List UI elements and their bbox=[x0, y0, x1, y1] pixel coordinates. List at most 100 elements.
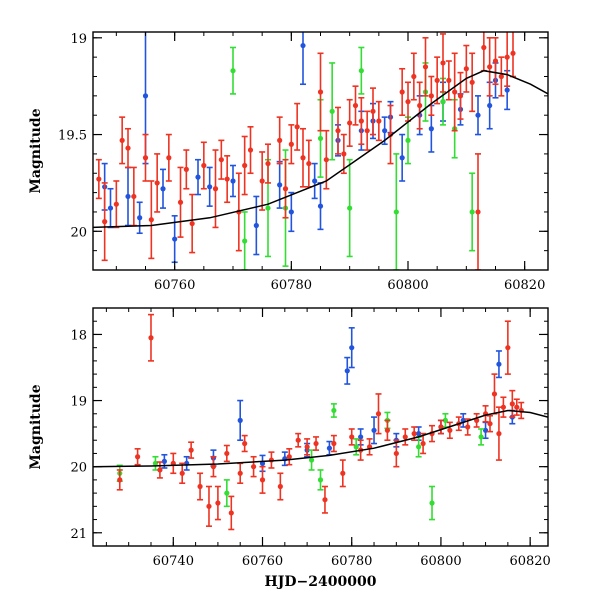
data-point bbox=[347, 120, 353, 126]
data-point bbox=[206, 503, 212, 509]
data-point bbox=[288, 141, 294, 147]
data-point bbox=[224, 490, 230, 496]
data-point bbox=[179, 470, 185, 476]
data-point bbox=[498, 73, 504, 80]
data-point bbox=[224, 450, 230, 457]
data-point bbox=[96, 176, 102, 182]
data-point bbox=[183, 166, 189, 172]
data-point bbox=[457, 93, 464, 99]
data-point bbox=[475, 112, 481, 118]
data-point bbox=[142, 93, 149, 99]
data-point bbox=[417, 102, 423, 109]
data-point bbox=[331, 440, 337, 447]
data-point bbox=[230, 68, 236, 74]
data-point bbox=[411, 73, 417, 80]
data-point bbox=[487, 102, 493, 109]
y-tick-label: 21 bbox=[70, 527, 87, 542]
data-point bbox=[440, 99, 446, 105]
data-point bbox=[152, 460, 159, 466]
data-point bbox=[242, 440, 248, 447]
data-point bbox=[197, 483, 203, 490]
data-point bbox=[253, 222, 259, 229]
data-point bbox=[195, 174, 201, 180]
data-point bbox=[422, 64, 429, 70]
data-point bbox=[312, 178, 318, 184]
data-point bbox=[237, 417, 243, 423]
data-point bbox=[237, 470, 243, 476]
data-point bbox=[148, 335, 154, 341]
model-curve bbox=[93, 409, 548, 468]
x-tick-label: 60780 bbox=[271, 278, 312, 293]
data-point bbox=[154, 180, 160, 186]
y-tick-label: 20 bbox=[70, 461, 87, 476]
series-1 bbox=[161, 327, 516, 473]
y-axis-title: Magnitude bbox=[28, 108, 44, 193]
data-point bbox=[286, 454, 292, 460]
data-point bbox=[510, 50, 516, 56]
model-curve bbox=[93, 69, 548, 229]
data-point bbox=[265, 160, 271, 167]
data-point bbox=[487, 64, 493, 70]
data-point bbox=[277, 137, 283, 143]
data-point bbox=[207, 184, 213, 190]
data-point bbox=[393, 209, 399, 215]
data-point bbox=[429, 500, 435, 506]
data-point bbox=[420, 440, 426, 447]
y-tick-label: 19.5 bbox=[58, 129, 87, 144]
data-point bbox=[364, 128, 370, 134]
x-tick-label: 60820 bbox=[504, 278, 545, 293]
data-point bbox=[215, 500, 221, 506]
data-point bbox=[259, 178, 265, 184]
data-point bbox=[463, 66, 469, 72]
data-point bbox=[344, 368, 350, 374]
data-point bbox=[370, 108, 376, 114]
data-point bbox=[509, 401, 515, 407]
data-point bbox=[329, 108, 335, 114]
data-point bbox=[135, 454, 141, 460]
data-point bbox=[514, 404, 520, 410]
data-point bbox=[242, 238, 248, 244]
data-point bbox=[393, 450, 399, 457]
data-point bbox=[313, 440, 319, 447]
data-point bbox=[371, 427, 377, 433]
data-point bbox=[352, 102, 359, 109]
data-point bbox=[399, 155, 405, 161]
data-point bbox=[375, 411, 382, 417]
data-point bbox=[376, 118, 382, 124]
data-point bbox=[452, 89, 458, 95]
y-tick-label: 20 bbox=[70, 225, 87, 240]
data-point bbox=[335, 128, 341, 134]
data-point bbox=[387, 131, 394, 138]
data-point bbox=[308, 457, 315, 463]
data-point bbox=[428, 126, 434, 132]
x-tick-label: 60760 bbox=[242, 554, 283, 569]
data-point bbox=[504, 87, 510, 93]
data-point bbox=[102, 219, 108, 225]
x-axis-title: HJD−2400000 bbox=[265, 574, 377, 590]
series-1 bbox=[101, 32, 511, 264]
data-point bbox=[277, 182, 283, 188]
data-point bbox=[306, 160, 312, 167]
data-point bbox=[353, 444, 359, 450]
data-point bbox=[469, 79, 475, 85]
data-point bbox=[125, 145, 131, 151]
data-point bbox=[218, 157, 224, 163]
data-point bbox=[247, 147, 254, 153]
data-point bbox=[442, 417, 449, 423]
data-point bbox=[487, 421, 493, 427]
data-point bbox=[416, 444, 422, 450]
data-point bbox=[304, 444, 310, 450]
data-point bbox=[341, 151, 347, 157]
data-point bbox=[157, 467, 163, 473]
data-point bbox=[384, 427, 391, 433]
data-point bbox=[189, 220, 195, 227]
data-point bbox=[416, 431, 422, 437]
data-point bbox=[166, 155, 172, 161]
data-point bbox=[492, 58, 499, 64]
data-point bbox=[228, 510, 234, 516]
x-tick-label: 60820 bbox=[509, 554, 550, 569]
data-point bbox=[224, 176, 230, 182]
data-point bbox=[402, 434, 408, 440]
